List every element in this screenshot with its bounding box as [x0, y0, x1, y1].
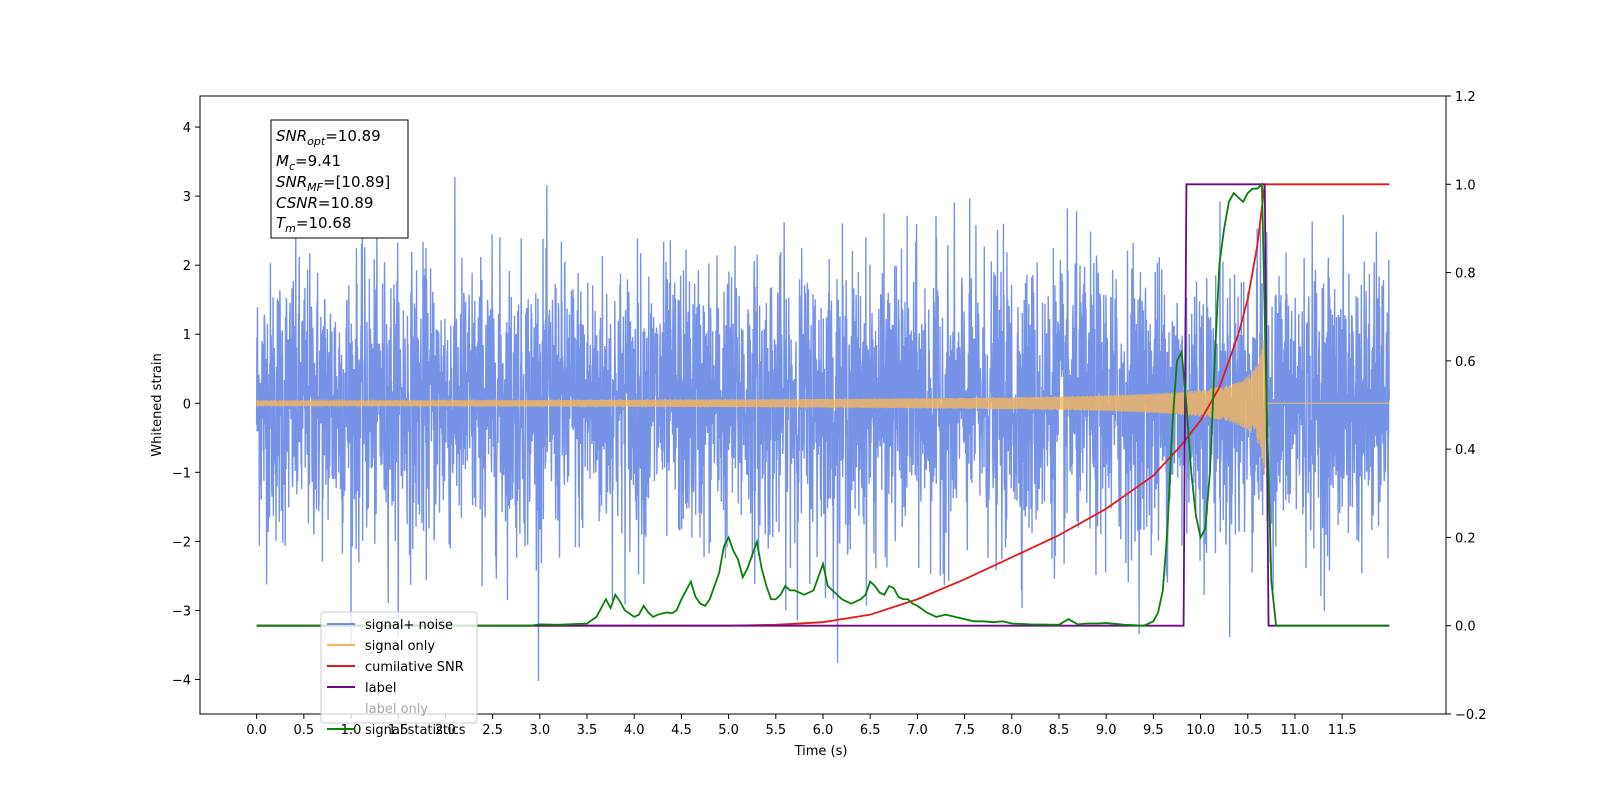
y2-tick-label: 1.0	[1455, 178, 1476, 193]
series-signal-only-line	[256, 339, 1390, 473]
x-tick-label: 0.0	[246, 723, 267, 738]
legend-label-label-only: label only	[365, 702, 428, 717]
x-tick-label: 7.5	[954, 723, 975, 738]
legend: signal+ noise signal only cumilative SNR la…	[320, 611, 478, 738]
x-axis-ticks: 0.0 0.5 1.0 1.5 2.0 2.5 3.0 3.5 4.0 4.5 5.0 5.5 6.0 6…	[246, 714, 1357, 738]
x-tick-label: 2.5	[482, 723, 503, 738]
x-tick-label: 4.0	[624, 723, 645, 738]
x-tick-label: 2.0	[435, 723, 456, 738]
y-tick-label: −3	[172, 604, 191, 619]
annotation-tm: Tm=10.68	[276, 214, 351, 235]
y-tick-label: 0	[183, 397, 191, 412]
legend-label-signal-noise: signal+ noise	[365, 618, 453, 633]
y2-tick-label: 0.8	[1455, 267, 1476, 282]
x-tick-label: 1.0	[341, 723, 362, 738]
y-tick-label: 4	[183, 121, 191, 136]
x-tick-label: 6.5	[860, 723, 881, 738]
annotation-box: SNRopt=10.89 Mc=9.41 SNRMF=[10.89] CSNR=…	[270, 119, 409, 239]
y2-tick-label: 0.2	[1455, 531, 1476, 546]
x-tick-label: 9.0	[1096, 723, 1117, 738]
x-tick-label: 9.5	[1143, 723, 1164, 738]
legend-label-signal-only: signal only	[365, 639, 435, 654]
y-tick-label: −2	[172, 535, 191, 550]
annotation-csnr: CSNR=10.89	[276, 194, 373, 212]
y2-axis-ticks: −0.2 0.0 0.2 0.4 0.6 0.8 1.0 1.2	[1446, 90, 1487, 723]
annotation-mc: Mc=9.41	[276, 152, 341, 173]
x-tick-label: 11.5	[1328, 723, 1357, 738]
y2-tick-label: −0.2	[1455, 708, 1487, 723]
x-tick-label: 5.5	[765, 723, 786, 738]
series-signal-noise-line	[255, 177, 1391, 681]
series-cumilative-snr-line	[256, 183, 1390, 627]
x-tick-label: 7.0	[907, 723, 928, 738]
x-tick-label: 6.0	[813, 723, 834, 738]
y-axis-label: Whitened strain	[150, 353, 165, 456]
x-tick-label: 3.0	[529, 723, 550, 738]
x-tick-label: 10.0	[1186, 723, 1215, 738]
series-layer	[255, 177, 1391, 681]
x-tick-label: 10.5	[1233, 723, 1262, 738]
y-tick-label: −1	[172, 466, 191, 481]
y-tick-label: 2	[183, 259, 191, 274]
x-tick-label: 3.5	[577, 723, 598, 738]
annotation-snr-opt: SNRopt=10.89	[276, 127, 381, 148]
y-tick-label: 3	[183, 190, 191, 205]
annotation-snr-mf: SNRMF=[10.89]	[276, 173, 390, 194]
x-axis-label: Time (s)	[794, 744, 848, 759]
y-tick-label: 1	[183, 328, 191, 343]
x-tick-label: 0.5	[293, 723, 314, 738]
x-tick-label: 11.0	[1280, 723, 1309, 738]
x-tick-label: 5.0	[718, 723, 739, 738]
y2-tick-label: 0.0	[1455, 620, 1476, 635]
y2-tick-label: 0.4	[1455, 443, 1476, 458]
x-tick-label: 8.5	[1049, 723, 1070, 738]
y-tick-label: −4	[172, 673, 191, 688]
y-axis-ticks: −4 −3 −2 −1 0 1 2 3 4	[172, 121, 200, 688]
legend-label-cumilative-snr: cumilative SNR	[365, 660, 464, 675]
legend-label-signal-statistics: signal statistics	[365, 723, 466, 738]
legend-label-label: label	[365, 681, 396, 696]
x-tick-label: 1.5	[388, 723, 409, 738]
x-tick-label: 8.0	[1001, 723, 1022, 738]
y2-tick-label: 1.2	[1455, 90, 1476, 105]
x-tick-label: 4.5	[671, 723, 692, 738]
y2-tick-label: 0.6	[1455, 355, 1476, 370]
series-signal-statistics-line	[256, 182, 1390, 627]
